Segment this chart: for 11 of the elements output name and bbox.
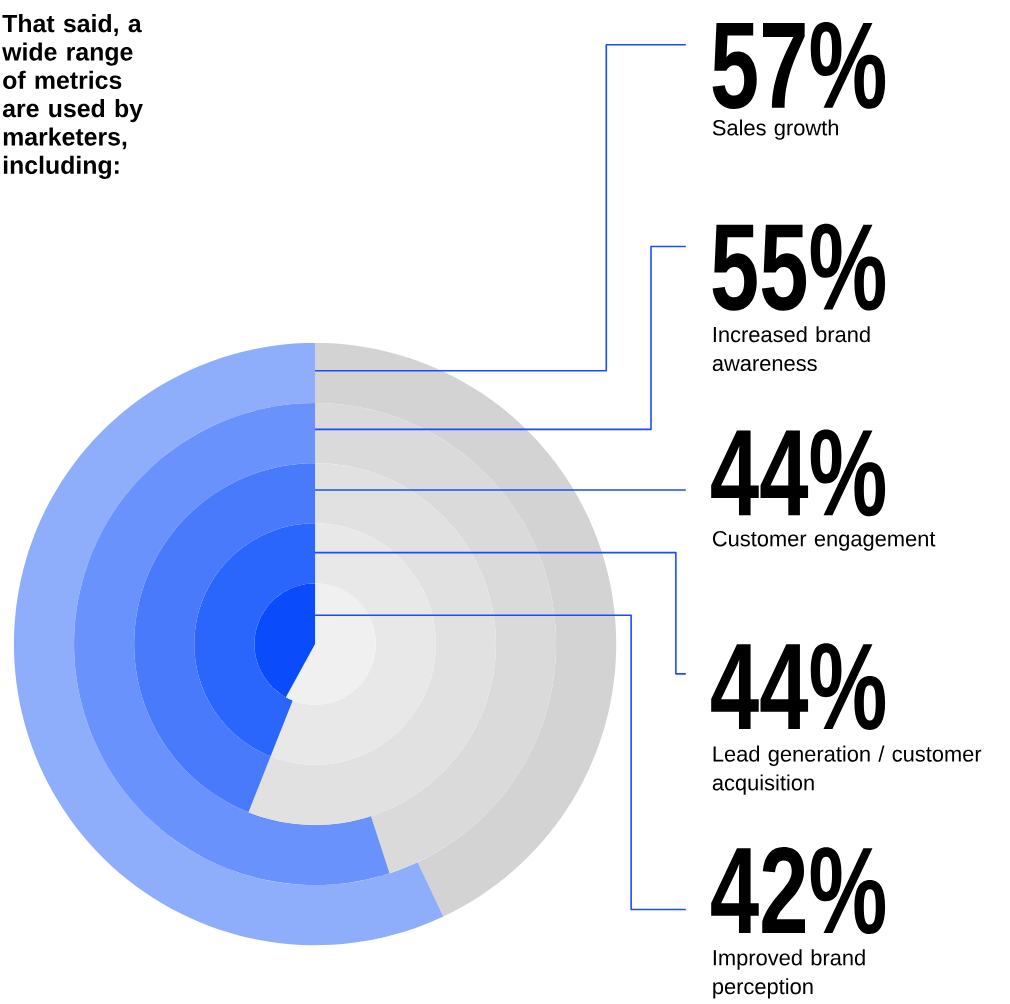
data-label: 55% — [712, 223, 886, 311]
text: That said, a wide range of metrics are used by marketers, including: — [2, 14, 143, 180]
category-label: Improved brand perception — [713, 949, 865, 999]
category-label: Increased brand awareness — [712, 326, 870, 372]
category-label: Lead generation / customer acquisition — [712, 745, 982, 795]
category-label: Customer engagement — [712, 531, 936, 551]
data-label: 42% — [711, 847, 886, 935]
data-label: 57% — [712, 22, 886, 110]
category-label: Sales growth — [712, 119, 839, 140]
data-label: 44% — [711, 429, 886, 517]
data-label: 44% — [711, 643, 886, 731]
